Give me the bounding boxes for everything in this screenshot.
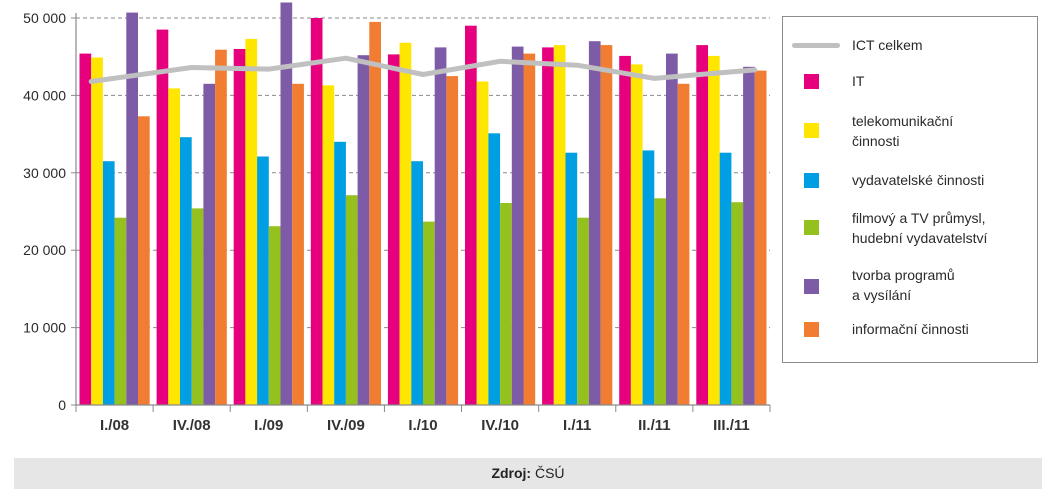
legend-swatch bbox=[804, 322, 819, 337]
bar bbox=[488, 133, 501, 406]
bar bbox=[411, 161, 423, 405]
legend-swatch bbox=[804, 123, 819, 138]
source-footer: Zdroj: ČSÚ bbox=[14, 458, 1042, 489]
legend-swatch bbox=[804, 220, 819, 235]
bar bbox=[334, 141, 346, 406]
bar bbox=[542, 47, 554, 406]
bar bbox=[600, 45, 613, 405]
legend-label: telekomunikační činnosti bbox=[852, 113, 954, 149]
legend-swatch bbox=[804, 173, 819, 188]
source-label: Zdroj: bbox=[491, 465, 532, 481]
x-tick-label: I./09 bbox=[254, 417, 283, 434]
bar bbox=[630, 64, 643, 406]
bar bbox=[322, 85, 335, 406]
bar bbox=[310, 18, 323, 405]
y-tick-label: 50 000 bbox=[23, 10, 66, 26]
bar bbox=[357, 55, 370, 405]
bar bbox=[446, 76, 459, 405]
bar bbox=[126, 12, 138, 405]
legend-swatch bbox=[804, 74, 819, 89]
bar bbox=[203, 83, 216, 406]
bar bbox=[523, 53, 536, 405]
legend-label: tvorba programů a vysílání bbox=[852, 267, 955, 303]
bar bbox=[588, 41, 601, 405]
bar bbox=[553, 45, 566, 405]
legend-line-swatch bbox=[792, 43, 840, 48]
bar bbox=[102, 161, 115, 405]
bar bbox=[423, 221, 435, 405]
legend-label: informační činnosti bbox=[852, 321, 969, 337]
x-tick-label: I./08 bbox=[100, 417, 129, 434]
bar bbox=[345, 195, 358, 405]
bar bbox=[257, 156, 269, 405]
legend-swatch bbox=[804, 279, 819, 294]
bar bbox=[511, 46, 524, 405]
bar bbox=[754, 70, 767, 405]
ict-total-line bbox=[88, 55, 758, 84]
bar bbox=[387, 54, 400, 406]
bar bbox=[465, 25, 477, 405]
bar bbox=[399, 42, 412, 406]
bar bbox=[476, 81, 489, 405]
bars bbox=[79, 2, 767, 406]
x-tick-label: III./11 bbox=[713, 417, 750, 434]
bar bbox=[708, 55, 720, 406]
bar bbox=[696, 45, 708, 405]
bar bbox=[191, 208, 204, 405]
bar bbox=[280, 2, 293, 405]
x-tick-label: I./10 bbox=[408, 417, 437, 434]
bar bbox=[114, 217, 127, 405]
bar bbox=[666, 53, 678, 405]
bar bbox=[268, 226, 281, 405]
bar bbox=[156, 29, 169, 405]
bar bbox=[168, 88, 180, 406]
bar bbox=[292, 83, 304, 406]
source-value: ČSÚ bbox=[531, 465, 565, 481]
bar bbox=[91, 57, 103, 405]
bar bbox=[500, 203, 512, 405]
bar bbox=[654, 198, 666, 405]
bar bbox=[138, 116, 150, 406]
x-tick-label: I./11 bbox=[563, 417, 591, 434]
x-tick-label: IV./09 bbox=[327, 417, 365, 434]
bar bbox=[180, 137, 192, 405]
y-tick-label: 20 000 bbox=[23, 242, 66, 258]
y-tick-label: 10 000 bbox=[23, 320, 66, 336]
y-tick-label: 30 000 bbox=[23, 165, 66, 181]
y-tick-label: 0 bbox=[58, 397, 66, 413]
bar bbox=[215, 49, 227, 405]
legend-label: filmový a TV průmysl, hudební vydavatels… bbox=[852, 210, 988, 246]
bar bbox=[731, 202, 744, 405]
bar bbox=[233, 49, 246, 405]
legend-label: vydavatelské činnosti bbox=[852, 172, 985, 188]
bar bbox=[369, 21, 381, 406]
bar bbox=[565, 152, 578, 405]
bar bbox=[642, 150, 655, 405]
legend: ICT celkem IT telekomunikační činnosti v… bbox=[782, 16, 1038, 363]
bar bbox=[719, 152, 732, 405]
ict-total-series-line bbox=[88, 55, 758, 84]
bar bbox=[245, 38, 258, 406]
bar bbox=[619, 55, 631, 406]
bar bbox=[577, 217, 589, 405]
x-tick-label: II./11 bbox=[638, 417, 671, 434]
legend-label: ICT celkem bbox=[852, 37, 923, 53]
bar bbox=[79, 53, 92, 405]
legend-label: IT bbox=[852, 73, 865, 89]
bar bbox=[434, 47, 447, 406]
x-tick-label: IV./10 bbox=[481, 417, 519, 434]
bar bbox=[743, 66, 755, 406]
y-tick-label: 40 000 bbox=[23, 87, 66, 103]
x-tick-label: IV./08 bbox=[173, 417, 211, 434]
bar bbox=[677, 83, 690, 406]
chart: 0 10 000 20 000 30 000 40 000 50 000 I./08 IV./… bbox=[23, 2, 771, 434]
axes: 0 10 000 20 000 30 000 40 000 50 000 I./08 IV./… bbox=[23, 10, 771, 434]
